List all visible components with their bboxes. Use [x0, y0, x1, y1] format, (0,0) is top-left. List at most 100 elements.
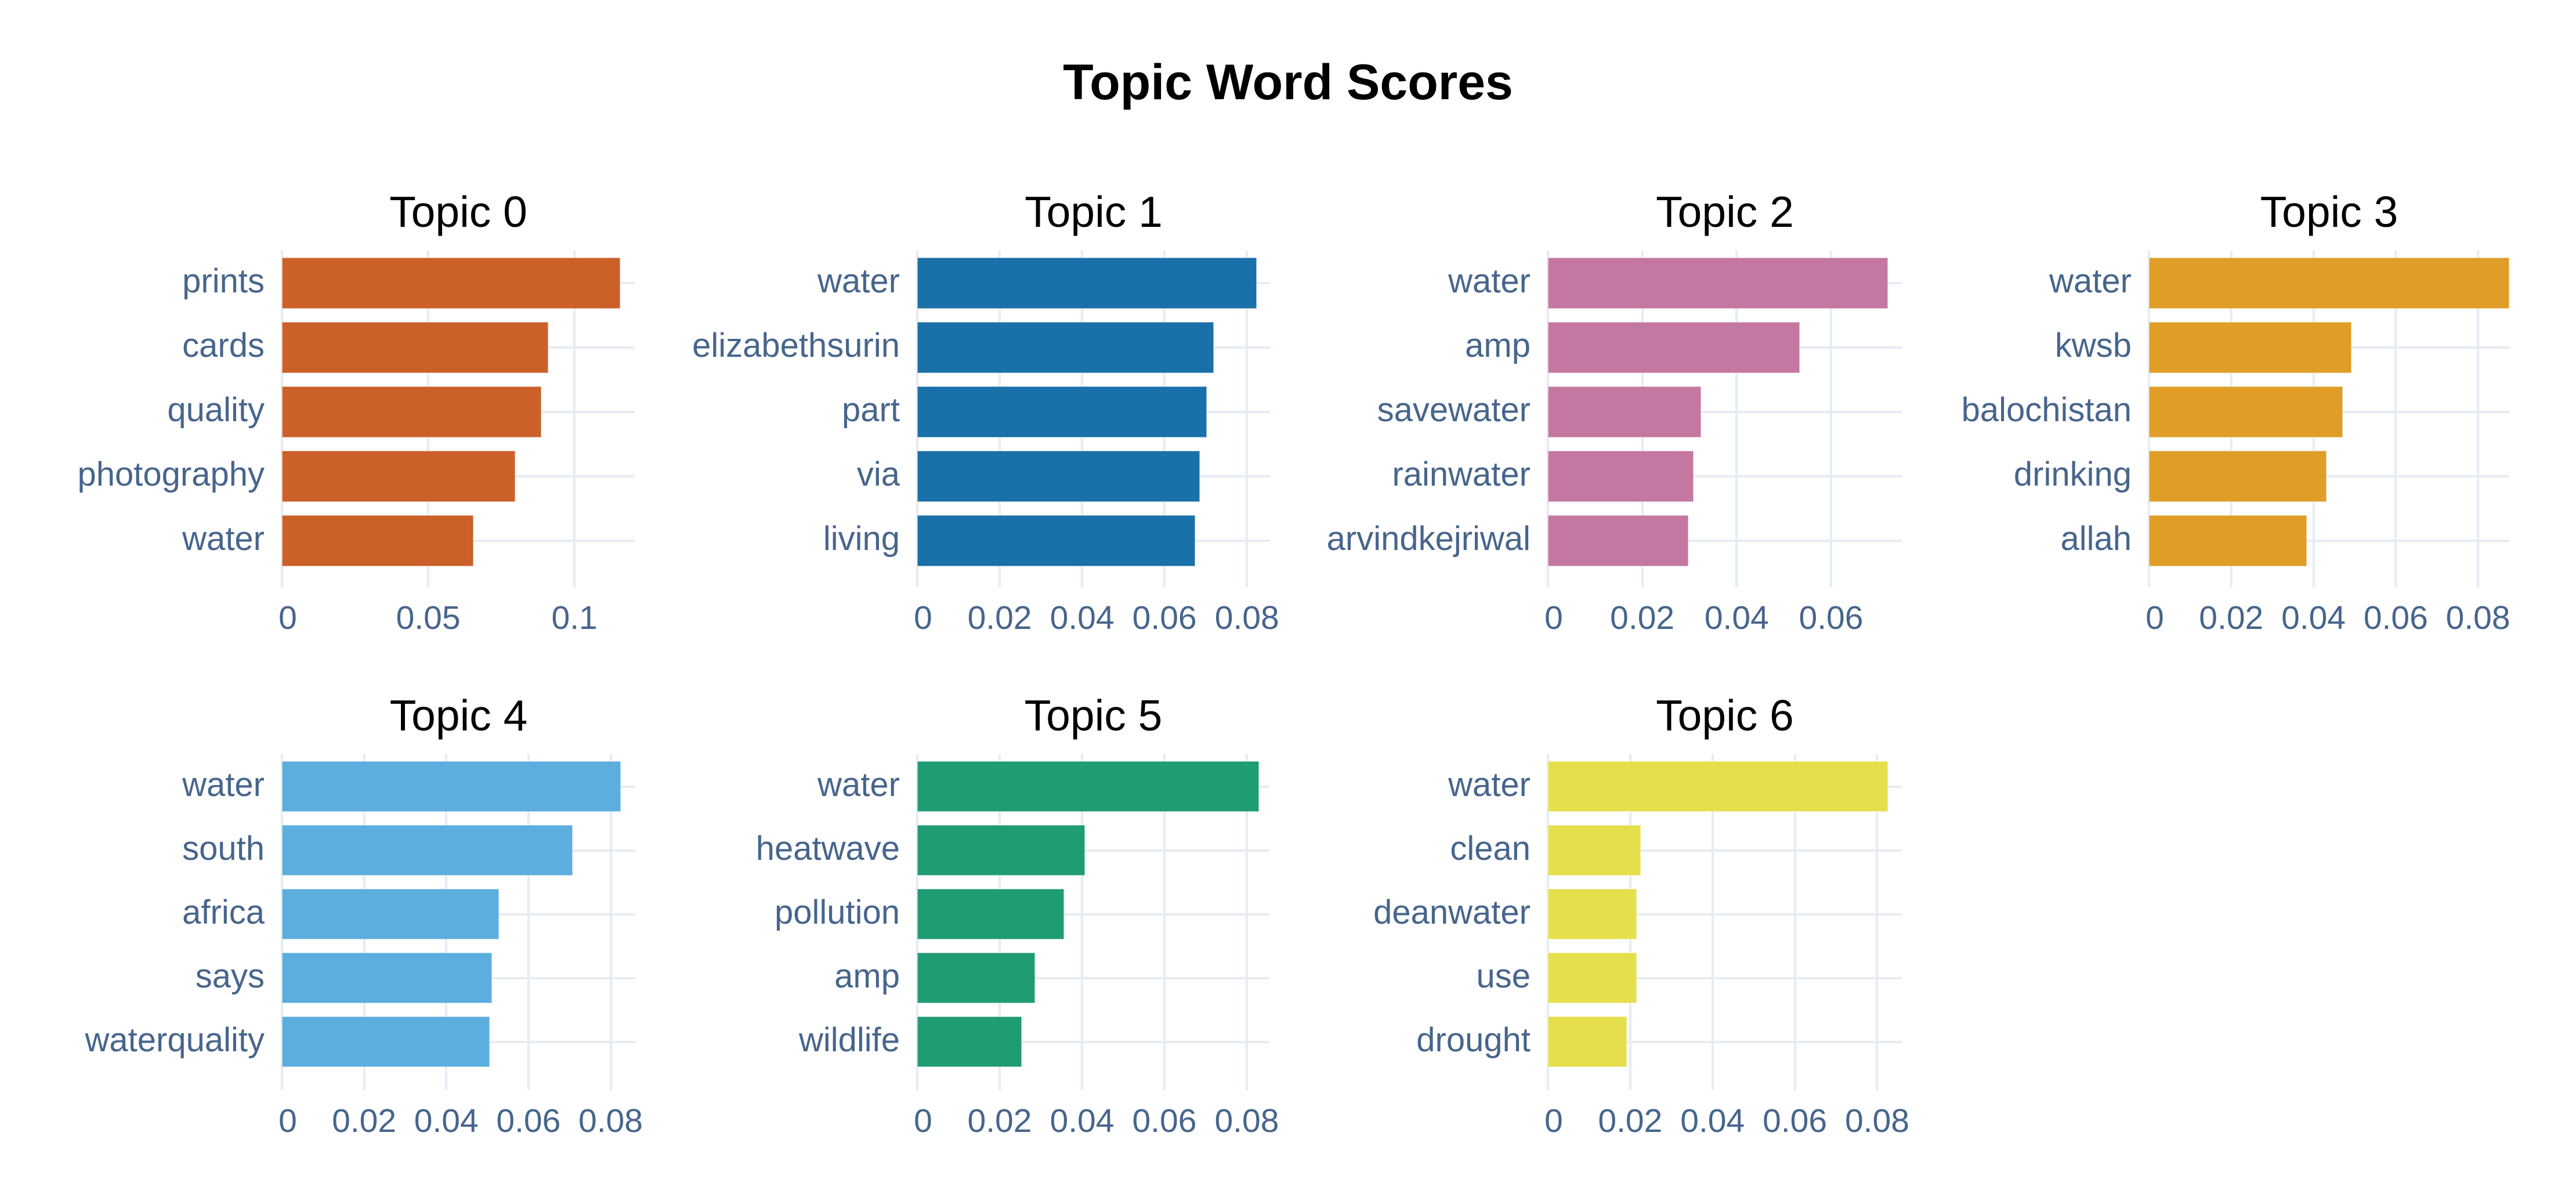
x-tick-label: 0.04	[2281, 599, 2346, 636]
x-tick-label: 0	[914, 1102, 932, 1139]
x-tick-label: 0.02	[2199, 599, 2264, 636]
x-tick-label: 0.06	[1132, 1102, 1197, 1139]
bar[interactable]	[917, 258, 1257, 309]
x-gridline	[1246, 251, 1249, 587]
plot-area: water clean deanwater use drought 0 0.02 0.04 0.…	[1373, 754, 1909, 1139]
x-tick-label: 0.04	[1050, 599, 1115, 636]
y-gridline	[1548, 913, 1902, 916]
x-tick-label: 0.04	[1704, 599, 1769, 636]
bar[interactable]	[1548, 386, 1702, 437]
x-tick-label: 0	[914, 599, 932, 636]
bar[interactable]	[917, 953, 1036, 1003]
y-axis-label: africa	[182, 893, 265, 931]
x-tick-label: 0.04	[1680, 1102, 1745, 1139]
y-axis-label: says	[195, 957, 265, 995]
bar[interactable]	[917, 1016, 1022, 1067]
x-tick-label: 0.06	[1132, 599, 1197, 636]
bar[interactable]	[1548, 761, 1888, 812]
x-tick-label: 0.04	[414, 1102, 479, 1139]
bar[interactable]	[282, 258, 621, 309]
bar[interactable]	[2149, 386, 2343, 437]
y-gridline	[1548, 540, 1902, 542]
x-gridline	[2394, 251, 2397, 587]
bar[interactable]	[282, 1016, 490, 1067]
plot-area: water south africa says waterquality 0 0.02 0.0…	[85, 754, 643, 1139]
y-gridline	[917, 913, 1269, 916]
x-tick-label: 0.06	[1763, 1102, 1828, 1139]
x-tick-label: 0.06	[1799, 599, 1864, 636]
bar[interactable]	[1548, 825, 1641, 876]
y-axis-label: elizabethsurin	[692, 327, 900, 364]
y-axis-label: water	[1448, 765, 1531, 804]
x-tick-label: 0.04	[1050, 1102, 1115, 1139]
bar[interactable]	[2149, 451, 2327, 502]
bar[interactable]	[282, 889, 499, 939]
x-tick-label: 0.08	[1214, 599, 1279, 636]
y-gridline	[1548, 976, 1902, 979]
y-gridline	[1548, 849, 1902, 852]
y-axis-label: rainwater	[1392, 455, 1531, 493]
y-axis-label: amp	[1465, 327, 1531, 364]
y-axis-label: prints	[182, 262, 265, 300]
bar[interactable]	[917, 761, 1260, 812]
bar[interactable]	[2149, 258, 2509, 309]
bar[interactable]	[1548, 451, 1694, 502]
y-axis-label: photography	[77, 455, 265, 493]
bar[interactable]	[917, 322, 1214, 373]
plot-area: water amp savewater rainwater arvindkejriwal…	[1327, 251, 1902, 636]
bar[interactable]	[917, 386, 1207, 437]
bar[interactable]	[917, 825, 1085, 876]
y-axis-label: pollution	[774, 893, 900, 931]
x-tick-label: 0	[1544, 1102, 1563, 1139]
bar[interactable]	[282, 386, 541, 437]
plot-area: water heatwave pollution amp wildlife 0 0.02 0.…	[756, 754, 1279, 1139]
bar[interactable]	[2149, 515, 2307, 566]
x-tick-label: 0.06	[496, 1102, 561, 1139]
x-tick-label: 0.05	[396, 599, 461, 636]
x-tick-label: 0	[278, 599, 297, 636]
bar[interactable]	[282, 451, 516, 502]
y-axis-label: water	[182, 765, 265, 804]
bar[interactable]	[1548, 515, 1688, 566]
x-gridline	[1735, 251, 1738, 587]
bar[interactable]	[1548, 1016, 1627, 1067]
bar[interactable]	[2149, 322, 2351, 373]
bar[interactable]	[282, 322, 549, 373]
bar[interactable]	[282, 953, 492, 1003]
x-tick-label: 0.1	[551, 599, 598, 636]
bar[interactable]	[1548, 953, 1637, 1003]
x-tick-label: 0.06	[2363, 599, 2428, 636]
y-axis-label: waterquality	[85, 1021, 265, 1059]
x-gridline	[1080, 754, 1083, 1090]
chart-title: Topic Word Scores	[1063, 55, 1513, 110]
bar[interactable]	[1548, 322, 1800, 373]
y-gridline	[1548, 1040, 1902, 1043]
y-axis-label: allah	[2060, 520, 2132, 558]
bar[interactable]	[282, 515, 474, 566]
panel-title: Topic 3	[2260, 187, 2398, 236]
x-gridline	[573, 251, 576, 587]
y-axis-label: living	[823, 520, 900, 558]
x-tick-label: 0.02	[1598, 1102, 1663, 1139]
x-gridline	[2477, 251, 2480, 587]
y-axis-label: savewater	[1377, 391, 1531, 429]
y-gridline	[917, 849, 1269, 852]
y-axis-label: water	[182, 520, 265, 558]
x-gridline	[527, 754, 530, 1090]
bar[interactable]	[282, 761, 621, 812]
x-tick-label: 0.02	[967, 599, 1032, 636]
y-axis-label: water	[817, 765, 900, 804]
bar[interactable]	[917, 889, 1065, 939]
y-axis-label: use	[1476, 957, 1531, 995]
bar[interactable]	[917, 451, 1200, 502]
y-axis-label: drinking	[2013, 455, 2132, 493]
bar[interactable]	[917, 515, 1196, 566]
bar[interactable]	[1548, 258, 1888, 309]
plot-area: water kwsb balochistan drinking allah 0 0.02 0.…	[1962, 251, 2510, 636]
y-axis-label: water	[1448, 262, 1531, 300]
bar[interactable]	[282, 825, 573, 876]
x-tick-label: 0.08	[2445, 599, 2510, 636]
panel-title: Topic 0	[389, 187, 527, 236]
y-axis-label: heatwave	[755, 829, 900, 867]
bar[interactable]	[1548, 889, 1637, 939]
